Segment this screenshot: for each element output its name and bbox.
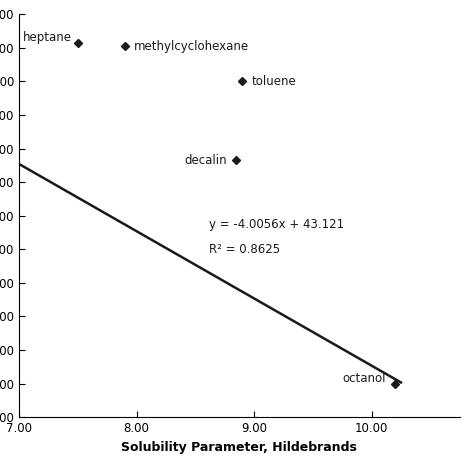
X-axis label: Solubility Parameter, Hildebrands: Solubility Parameter, Hildebrands bbox=[121, 440, 357, 454]
Text: R² = 0.8625: R² = 0.8625 bbox=[210, 243, 281, 256]
Text: heptane: heptane bbox=[23, 31, 72, 44]
Text: octanol: octanol bbox=[342, 372, 386, 385]
Text: decalin: decalin bbox=[184, 154, 227, 167]
Text: methylcyclohexane: methylcyclohexane bbox=[134, 40, 249, 53]
Text: y = -4.0056x + 43.121: y = -4.0056x + 43.121 bbox=[210, 218, 345, 230]
Text: toluene: toluene bbox=[252, 75, 296, 88]
